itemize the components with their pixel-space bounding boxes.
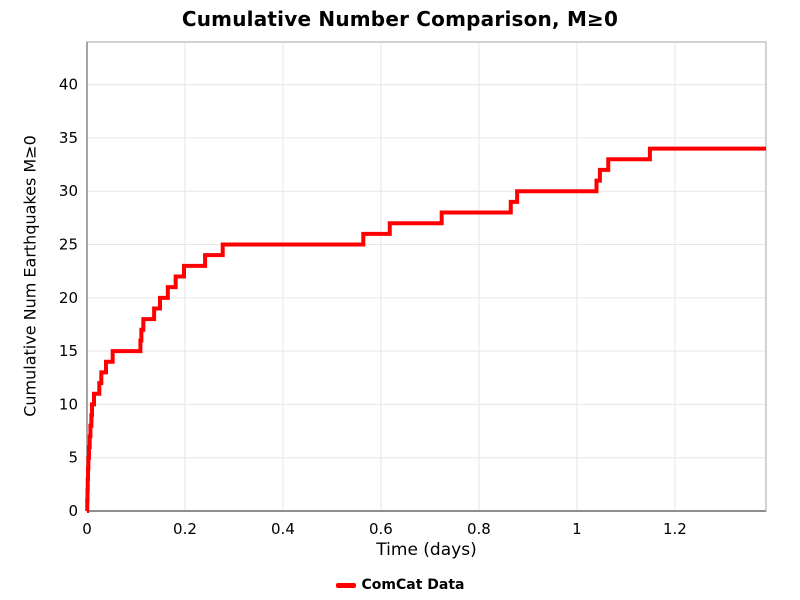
x-tick-label: 1.2 (663, 520, 687, 538)
y-tick-label: 15 (59, 342, 78, 360)
y-tick-label: 0 (68, 502, 78, 520)
legend: ComCat Data (0, 575, 800, 595)
legend-line-swatch (335, 582, 356, 588)
x-tick-label: 0 (82, 520, 92, 538)
y-tick-label: 40 (59, 76, 78, 94)
y-tick-label: 5 (68, 449, 78, 467)
y-tick-label: 35 (59, 129, 78, 147)
legend-label: ComCat Data (361, 577, 465, 593)
y-tick-label: 10 (59, 395, 78, 413)
x-tick-label: 1 (572, 520, 582, 538)
x-axis-label: Time (days) (376, 540, 477, 560)
y-tick-label: 25 (59, 236, 78, 254)
series-line-comcat-data (85, 146, 766, 513)
y-tick-label: 20 (59, 289, 78, 307)
plot-border (86, 41, 767, 512)
x-tick-label: 0.6 (369, 520, 393, 538)
y-tick-label: 30 (59, 182, 78, 200)
chart-title: Cumulative Number Comparison, M≥0 (181, 7, 619, 31)
x-tick-label: 0.4 (271, 520, 295, 538)
x-tick-label: 0.2 (173, 520, 197, 538)
x-tick-label: 0.8 (467, 520, 491, 538)
